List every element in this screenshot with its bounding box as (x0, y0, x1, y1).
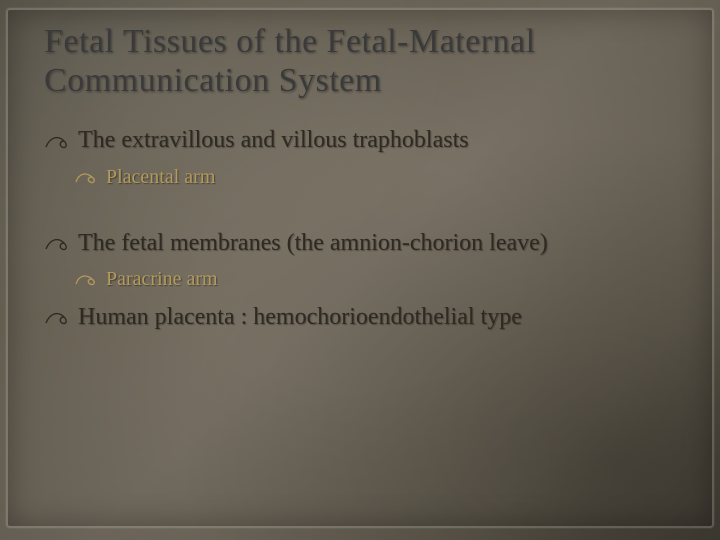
slide-title: Fetal Tissues of the Fetal-Maternal Comm… (44, 22, 680, 100)
bullet-text: Placental arm (106, 166, 215, 188)
bullet-text: Human placenta : hemochorioendothelial t… (78, 304, 522, 330)
bullet-text: The extravillous and villous traphoblast… (78, 127, 469, 153)
swash-bullet-icon (44, 235, 72, 253)
slide-background: Fetal Tissues of the Fetal-Maternal Comm… (0, 0, 720, 540)
swash-bullet-icon (74, 170, 100, 186)
bullet-list: The extravillous and villous traphoblast… (44, 124, 680, 333)
bullet-text: Paracrine arm (106, 268, 218, 290)
bullet-level1: Human placenta : hemochorioendothelial t… (44, 301, 680, 333)
bullet-level2: Paracrine arm (44, 265, 680, 293)
swash-bullet-icon (44, 309, 72, 327)
slide-content: Fetal Tissues of the Fetal-Maternal Comm… (0, 0, 720, 359)
spacer (44, 197, 680, 219)
bullet-level2: Placental arm (44, 163, 680, 191)
bullet-text: The fetal membranes (the amnion-chorion … (78, 230, 548, 256)
swash-bullet-icon (44, 133, 72, 151)
swash-bullet-icon (74, 272, 100, 288)
bullet-level1: The fetal membranes (the amnion-chorion … (44, 227, 680, 259)
bullet-level1: The extravillous and villous traphoblast… (44, 124, 680, 156)
